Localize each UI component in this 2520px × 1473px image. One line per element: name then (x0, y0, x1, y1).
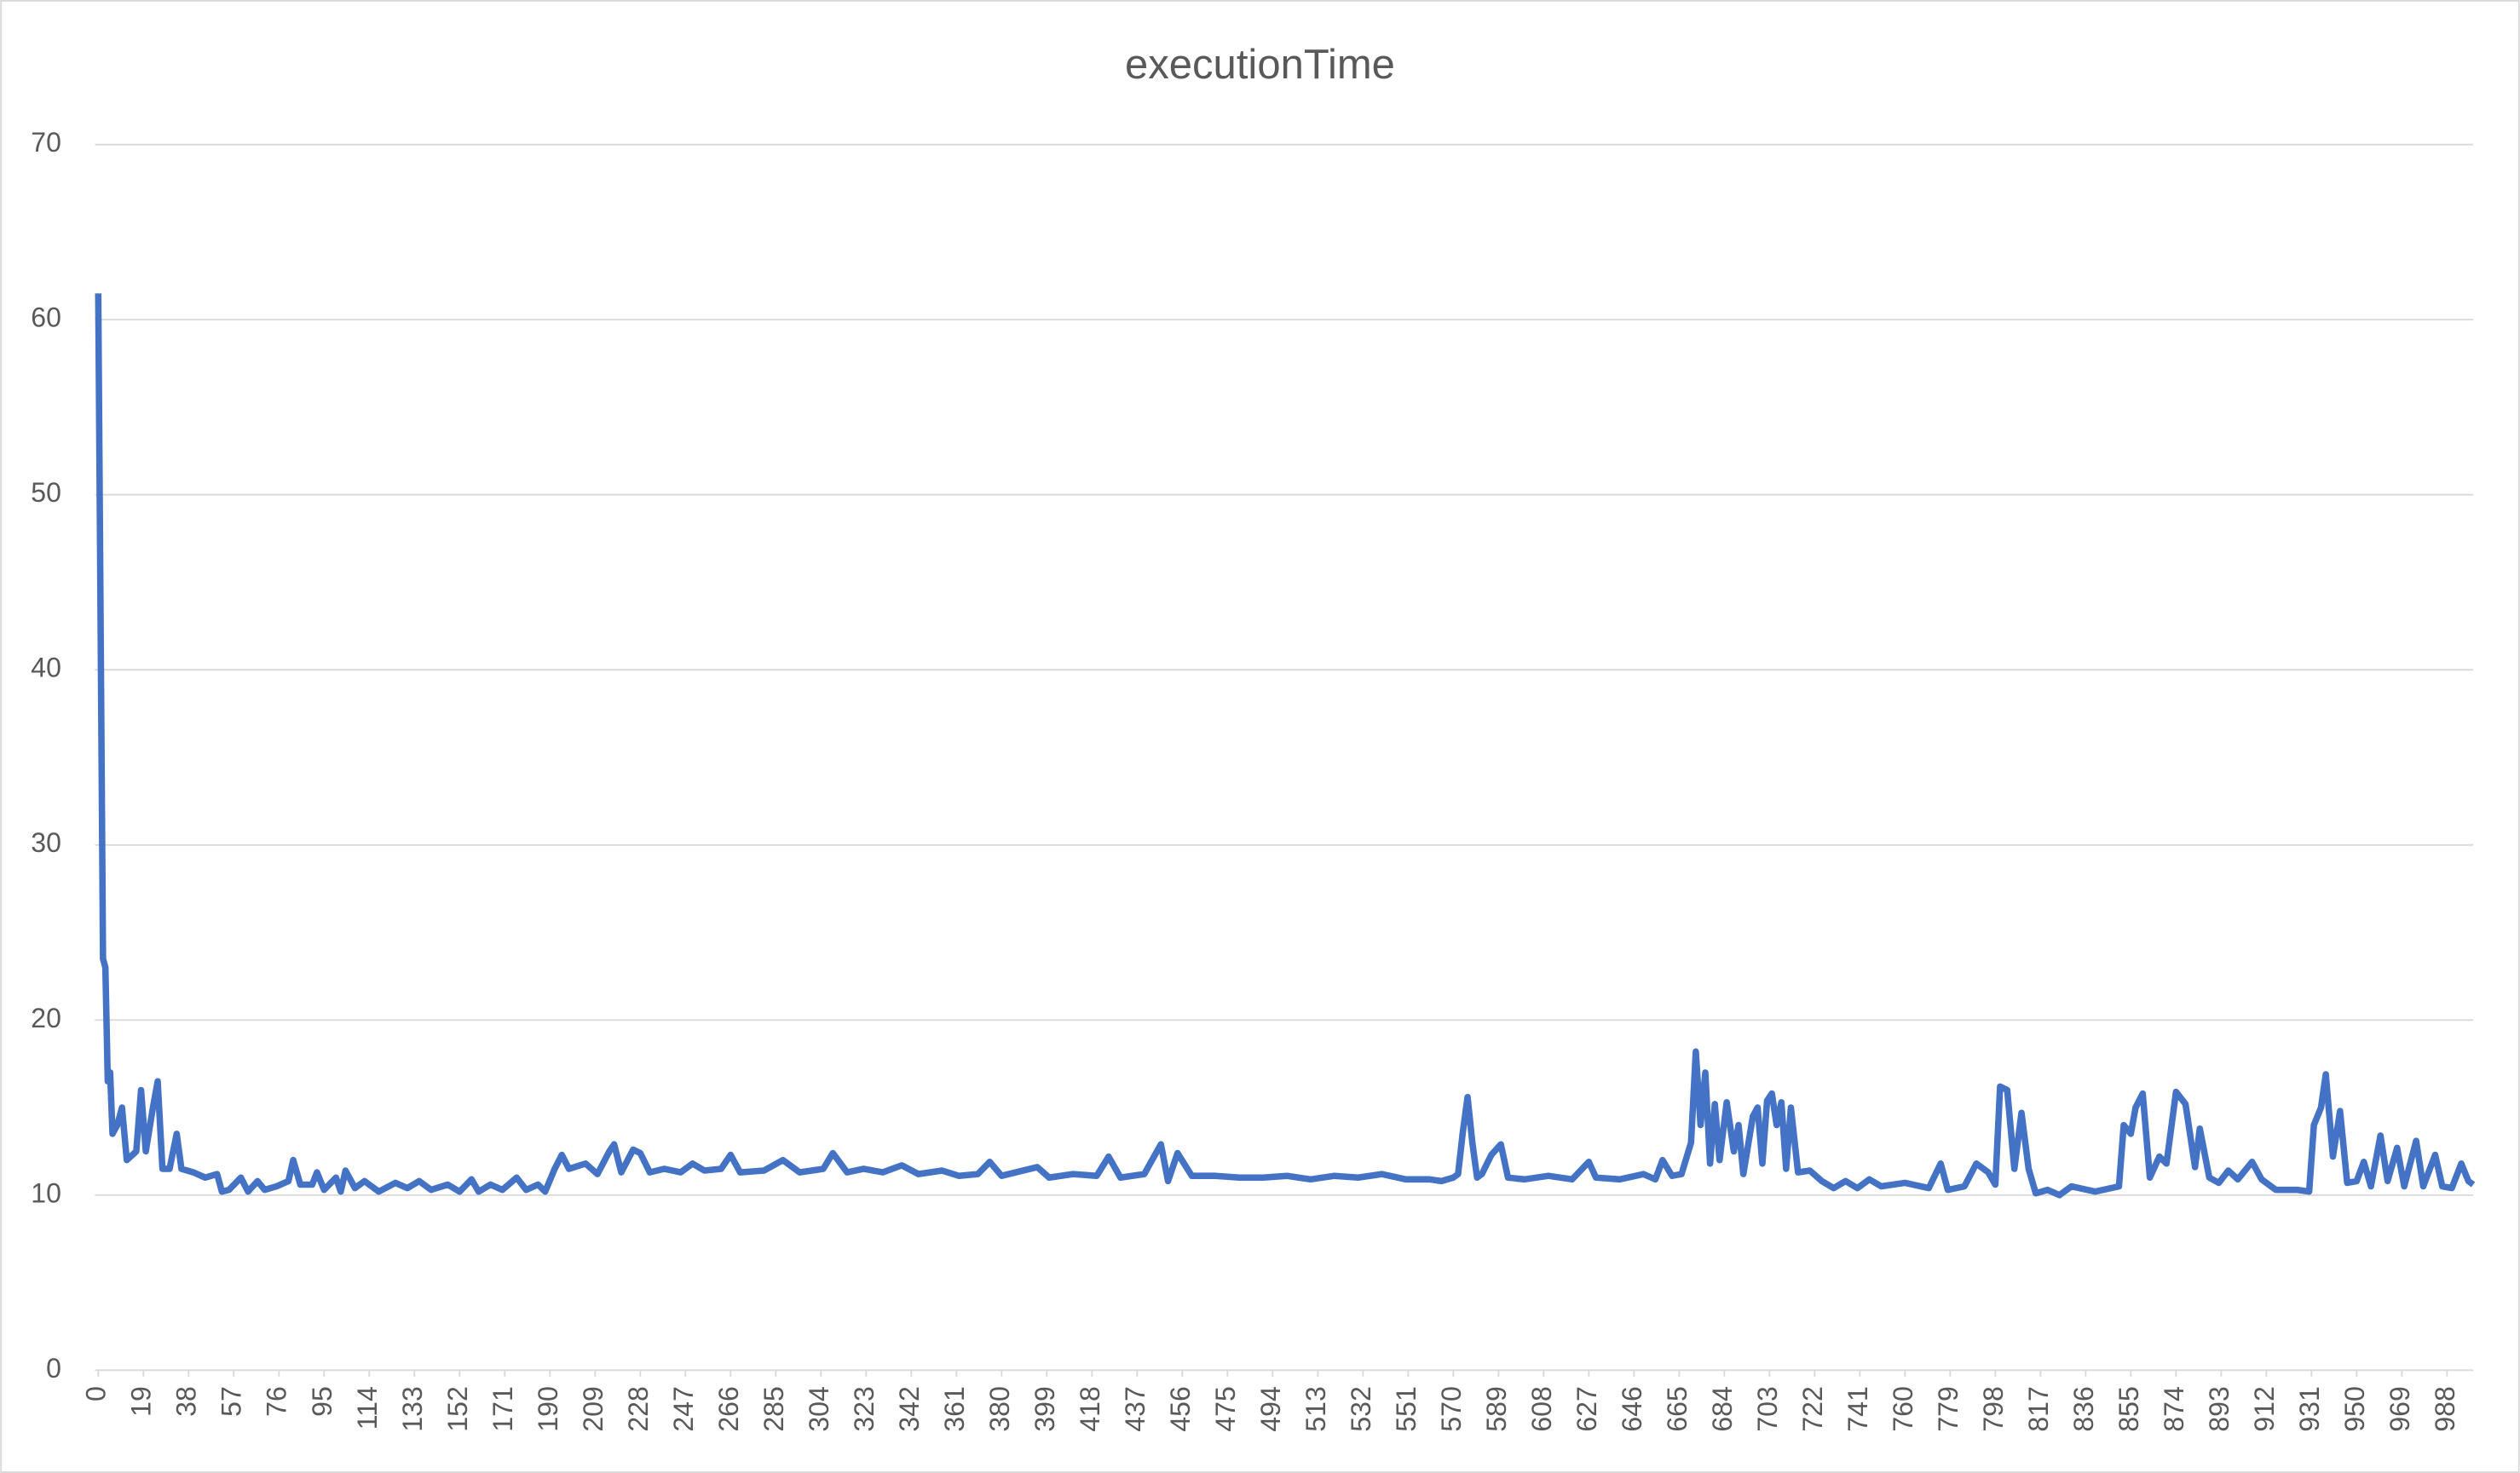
x-tick-label: 57 (216, 1386, 247, 1417)
x-tick-label: 228 (623, 1386, 654, 1431)
x-tick-label: 0 (81, 1386, 112, 1401)
y-tick-label: 50 (31, 477, 61, 508)
x-tick-label: 646 (1617, 1386, 1647, 1431)
data-line (95, 293, 2476, 1199)
x-tick-label: 627 (1571, 1386, 1602, 1431)
x-tick-label: 874 (2159, 1386, 2189, 1431)
x-tick-label: 285 (758, 1386, 789, 1431)
x-tick-label: 760 (1888, 1386, 1918, 1431)
x-tick-label: 475 (1210, 1386, 1241, 1431)
y-tick-label: 70 (31, 127, 61, 158)
x-tick-label: 342 (894, 1386, 925, 1431)
x-tick-label: 950 (2339, 1386, 2370, 1431)
x-tick-label: 855 (2113, 1386, 2144, 1431)
x-tick-label: 779 (1933, 1386, 1964, 1431)
y-tick-label: 10 (31, 1177, 61, 1208)
x-tick-label: 76 (262, 1386, 292, 1417)
x-tick-label: 171 (487, 1386, 518, 1431)
x-tick-label: 589 (1481, 1386, 1512, 1431)
x-tick-label: 266 (713, 1386, 744, 1431)
chart-title: executionTime (1125, 42, 1395, 88)
x-tick-label: 380 (984, 1386, 1015, 1431)
x-tick-label: 95 (307, 1386, 337, 1417)
x-tick-label: 608 (1526, 1386, 1557, 1431)
y-tick-label: 40 (31, 653, 61, 683)
x-tick-label: 798 (1978, 1386, 2009, 1431)
x-tick-label: 703 (1752, 1386, 1783, 1431)
x-tick-label: 247 (668, 1386, 699, 1431)
x-tick-label: 570 (1436, 1386, 1467, 1431)
x-tick-label: 304 (804, 1386, 834, 1431)
x-tick-label: 494 (1255, 1386, 1286, 1431)
x-tick-label: 969 (2384, 1386, 2415, 1431)
x-tick-label: 988 (2430, 1386, 2460, 1431)
x-tick-label: 418 (1075, 1386, 1105, 1431)
y-tick-label: 60 (31, 302, 61, 333)
x-tick-label: 456 (1165, 1386, 1196, 1431)
x-tick-label: 399 (1029, 1386, 1060, 1431)
x-tick-label: 152 (442, 1386, 473, 1431)
x-tick-label: 19 (126, 1386, 157, 1417)
x-tick-label: 38 (171, 1386, 202, 1417)
x-tick-label: 931 (2294, 1386, 2325, 1431)
x-tick-label: 209 (578, 1386, 608, 1431)
x-tick-label: 684 (1707, 1386, 1738, 1431)
y-tick-label: 0 (46, 1353, 61, 1384)
x-tick-label: 513 (1300, 1386, 1331, 1431)
x-tick-label: 741 (1842, 1386, 1873, 1431)
x-tick-label: 722 (1797, 1386, 1828, 1431)
x-tick-label: 323 (849, 1386, 879, 1431)
x-tick-label: 836 (2068, 1386, 2099, 1431)
x-tick-label: 817 (2023, 1386, 2054, 1431)
x-tick-label: 665 (1662, 1386, 1692, 1431)
y-tick-label: 30 (31, 827, 61, 858)
x-tick-label: 551 (1391, 1386, 1421, 1431)
x-tick-label: 361 (939, 1386, 970, 1431)
x-tick-label: 190 (533, 1386, 563, 1431)
x-tick-label: 912 (2249, 1386, 2280, 1431)
y-tick-label: 20 (31, 1003, 61, 1033)
x-tick-label: 133 (397, 1386, 428, 1431)
x-tick-label: 532 (1346, 1386, 1376, 1431)
x-tick-label: 893 (2204, 1386, 2235, 1431)
x-tick-label: 437 (1120, 1386, 1150, 1431)
x-tick-label: 114 (352, 1386, 383, 1430)
